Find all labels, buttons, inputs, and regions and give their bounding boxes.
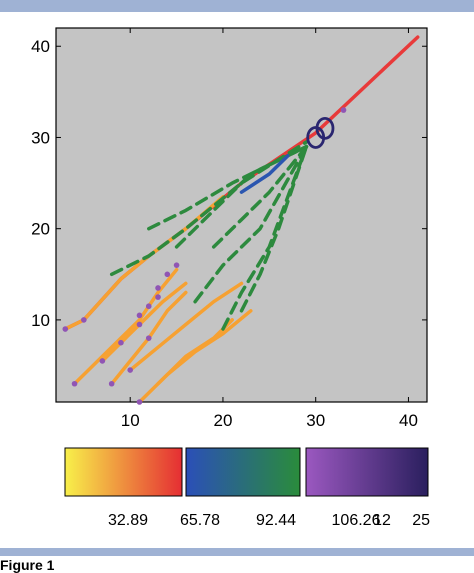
y-tick-label-30: 30 [31, 128, 50, 147]
data-point-12 [155, 285, 161, 291]
colorbar-label-5: 12 [373, 512, 391, 529]
data-point-6 [99, 358, 106, 364]
data-point-13 [164, 271, 171, 278]
bottom-banner [0, 548, 474, 556]
data-point-7 [118, 339, 124, 346]
data-point-4 [108, 380, 115, 387]
figure-caption: Figure 1 [0, 557, 55, 573]
y-tick-label-20: 20 [31, 220, 50, 239]
colorbar-label-2: 65.78 [180, 512, 220, 529]
colorbar-segment-1 [64, 447, 183, 497]
colorbar-label-3: 92.44 [256, 512, 296, 529]
series-line-13 [221, 144, 309, 331]
x-tick-label-10: 10 [121, 411, 140, 430]
y-tick-label-10: 10 [31, 311, 50, 330]
data-point-1 [62, 326, 69, 332]
data-point-2 [81, 317, 87, 323]
colorbar-label-4: 106.26 [332, 512, 381, 529]
data-point-15 [136, 399, 143, 405]
data-point-17 [340, 107, 347, 113]
series-line-16 [239, 153, 290, 194]
data-point-14 [173, 262, 180, 268]
data-point-11 [155, 294, 161, 300]
x-tick-label-20: 20 [213, 411, 232, 430]
series-line-15 [211, 144, 309, 249]
colorbar-label-1: 32.89 [108, 512, 148, 529]
data-point-5 [127, 367, 133, 373]
data-point-8 [136, 321, 143, 328]
x-tick-label-40: 40 [399, 411, 418, 430]
colorbar-segment-2 [185, 447, 301, 497]
series-line-6 [128, 281, 244, 372]
colorbar-segment-3 [305, 447, 429, 497]
top-banner [0, 0, 474, 12]
data-point-3 [71, 380, 78, 387]
marker-circle-2 [315, 116, 335, 140]
colorbar-label-6: 25 [412, 512, 430, 529]
y-tick-label-40: 40 [31, 37, 50, 56]
chart: 10 20 30 40 10 20 30 40 32.89 65.78 92.44 106.2612… [31, 27, 430, 529]
series-line-11 [174, 144, 309, 249]
data-point-10 [145, 303, 152, 310]
series-line-12 [193, 144, 309, 304]
series-line-3 [72, 267, 179, 386]
series-line-14 [239, 144, 309, 313]
data-point-16 [145, 335, 152, 341]
x-tick-label-30: 30 [306, 411, 325, 430]
data-point-9 [136, 312, 143, 319]
